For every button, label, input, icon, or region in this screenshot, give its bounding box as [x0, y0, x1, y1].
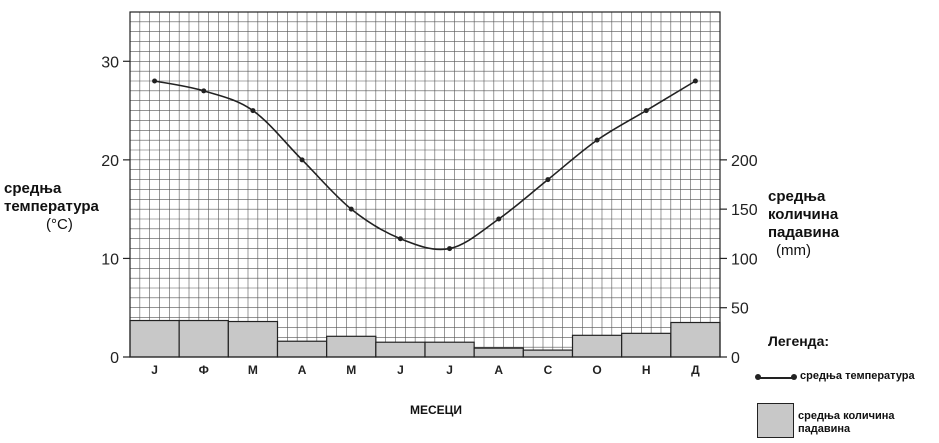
precipitation-bar [276, 340, 328, 358]
precipitation-bar [522, 349, 574, 358]
temperature-point [594, 137, 600, 143]
legend-line-swatch [758, 377, 796, 379]
precipitation-bar [571, 334, 623, 358]
left-tick-label: 30 [101, 54, 119, 71]
legend-bar-label-line2: падавина [798, 423, 851, 435]
left-axis-unit: (°C) [46, 216, 73, 233]
legend-line-label: средња температура [800, 370, 915, 382]
temperature-point [496, 216, 502, 222]
temperature-point [545, 177, 551, 183]
precipitation-bar [129, 319, 180, 358]
right-tick-label: 150 [731, 202, 758, 219]
right-axis-label-line2: количина [768, 206, 839, 223]
precipitation-bar [375, 341, 426, 358]
month-label: Д [691, 363, 700, 377]
precipitation-bar [227, 320, 279, 358]
left-axis-label-line2: температура [4, 198, 99, 215]
right-tick-label: 200 [731, 153, 758, 170]
precipitation-bar [621, 332, 672, 358]
month-label: О [592, 363, 601, 377]
temperature-point [299, 157, 305, 163]
legend-bar-label: средња количина падавина [798, 410, 928, 436]
temperature-point [250, 108, 256, 114]
month-label: М [248, 363, 258, 377]
legend-line-dot [791, 374, 797, 380]
left-axis-label-line1: средња [4, 180, 62, 197]
month-label: J [151, 363, 158, 377]
month-label: Ф [199, 363, 209, 377]
plot-frame [129, 11, 721, 358]
right-tick-label: 100 [731, 251, 758, 268]
temperature-point [447, 246, 453, 252]
right-axis-label-line3: падавина [768, 224, 840, 241]
grid [129, 11, 721, 358]
right-axis-unit: (mm) [776, 242, 811, 259]
legend-bar-swatch [757, 403, 794, 438]
temperature-point [201, 88, 207, 94]
month-label: М [346, 363, 356, 377]
legend-bar-label-line1: средња количина [798, 410, 895, 422]
month-label: Ј [397, 363, 404, 377]
left-tick-label: 0 [110, 350, 119, 367]
x-axis-label: МЕСЕЦИ [410, 403, 463, 417]
temperature-point [152, 78, 158, 84]
temperature-point [397, 236, 403, 242]
left-tick-label: 20 [101, 153, 119, 170]
month-label: С [544, 363, 553, 377]
temperature-point [692, 78, 698, 84]
legend-title: Легенда: [768, 333, 830, 349]
right-axis-label-line1: средња [768, 188, 826, 205]
temperature-point [348, 206, 354, 212]
left-tick-label: 10 [101, 251, 119, 268]
month-label: А [298, 363, 307, 377]
precipitation-bar [178, 319, 229, 358]
precipitation-bar [326, 335, 377, 358]
left-axis-label: средња температура (°C) [4, 180, 114, 234]
right-axis-label: средња количина падавина (mm) [768, 188, 888, 260]
precipitation-bar [670, 321, 721, 358]
right-tick-label: 0 [731, 350, 740, 367]
month-label: Н [642, 363, 651, 377]
right-tick-label: 50 [731, 301, 749, 318]
month-label: А [494, 363, 503, 377]
legend-line-dot [755, 374, 761, 380]
temperature-point [643, 108, 649, 114]
month-label: Ј [446, 363, 453, 377]
precipitation-bar [473, 347, 524, 358]
precipitation-bar [424, 341, 475, 358]
